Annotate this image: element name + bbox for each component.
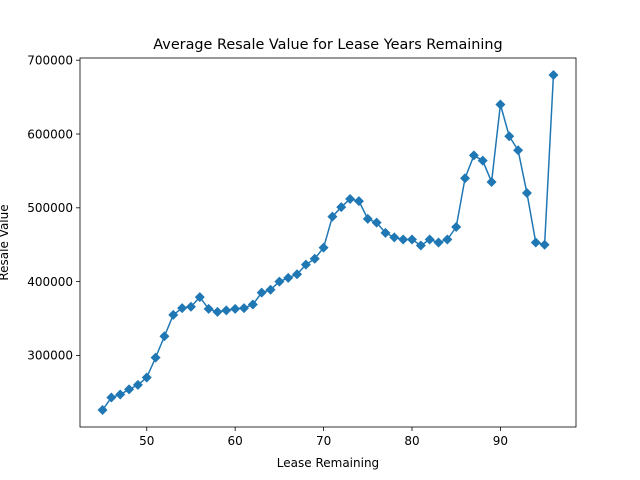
data-point: [124, 384, 135, 395]
data-point: [97, 405, 108, 416]
series-markers: [97, 69, 559, 416]
data-point: [371, 217, 382, 228]
data-point: [265, 284, 276, 295]
data-point: [292, 269, 303, 280]
data-point: [106, 392, 117, 403]
data-point: [327, 211, 338, 222]
data-point: [389, 232, 400, 243]
data-point: [415, 240, 426, 251]
data-point: [486, 176, 497, 187]
data-point: [247, 299, 258, 310]
plot-area: [79, 57, 577, 428]
x-tick-label: 90: [493, 434, 508, 448]
y-tick-label: 700000: [27, 54, 73, 68]
data-point: [336, 202, 347, 213]
data-point: [398, 234, 409, 245]
x-tick-label: 80: [404, 434, 419, 448]
data-point: [221, 305, 232, 316]
data-point: [442, 234, 453, 245]
x-tick-label: 60: [228, 434, 243, 448]
y-tick-label: 600000: [27, 127, 73, 141]
data-point: [212, 306, 223, 317]
data-point: [318, 242, 329, 253]
axes-background: [80, 58, 576, 427]
data-point: [362, 213, 373, 224]
data-point: [168, 309, 179, 320]
data-point: [513, 145, 524, 156]
x-tick-label: 50: [139, 434, 154, 448]
data-point: [230, 303, 241, 314]
x-axis: 50 60 70 80 90: [139, 427, 508, 448]
axes-frame: [79, 57, 577, 428]
series-line: [101, 74, 555, 411]
data-point: [530, 237, 541, 248]
data-point: [274, 276, 285, 287]
data-point: [150, 352, 161, 363]
y-tick-label: 500000: [27, 201, 73, 215]
data-point: [132, 379, 143, 390]
x-axis-label: Lease Remaining: [277, 456, 379, 470]
data-point: [380, 227, 391, 238]
data-point: [203, 303, 214, 314]
data-point: [460, 173, 471, 184]
data-point: [177, 303, 188, 314]
data-point: [406, 234, 417, 245]
chart-title: Average Resale Value for Lease Years Rem…: [153, 37, 502, 53]
data-point: [539, 239, 550, 250]
data-point: [194, 292, 205, 303]
data-point: [345, 193, 356, 204]
data-point: [141, 372, 152, 383]
data-point: [309, 253, 320, 264]
data-point: [185, 301, 196, 312]
data-point: [521, 188, 532, 199]
data-point: [159, 331, 170, 342]
y-tick-label: 300000: [27, 349, 73, 363]
data-point: [451, 222, 462, 233]
y-tick-label: 400000: [27, 275, 73, 289]
data-point: [504, 131, 515, 142]
data-point: [548, 69, 559, 80]
data-point: [115, 389, 126, 400]
data-point: [239, 303, 250, 314]
data-point: [300, 259, 311, 270]
data-point: [283, 272, 294, 283]
data-point: [468, 150, 479, 161]
data-point: [477, 155, 488, 166]
data-point: [433, 237, 444, 248]
data-point: [495, 99, 506, 110]
y-axis: 300000 400000 500000 600000 700000: [27, 54, 80, 363]
data-point: [424, 234, 435, 245]
y-axis-label: Resale Value: [0, 204, 11, 280]
x-tick-label: 70: [316, 434, 331, 448]
data-point: [256, 287, 267, 298]
data-point: [353, 196, 364, 207]
